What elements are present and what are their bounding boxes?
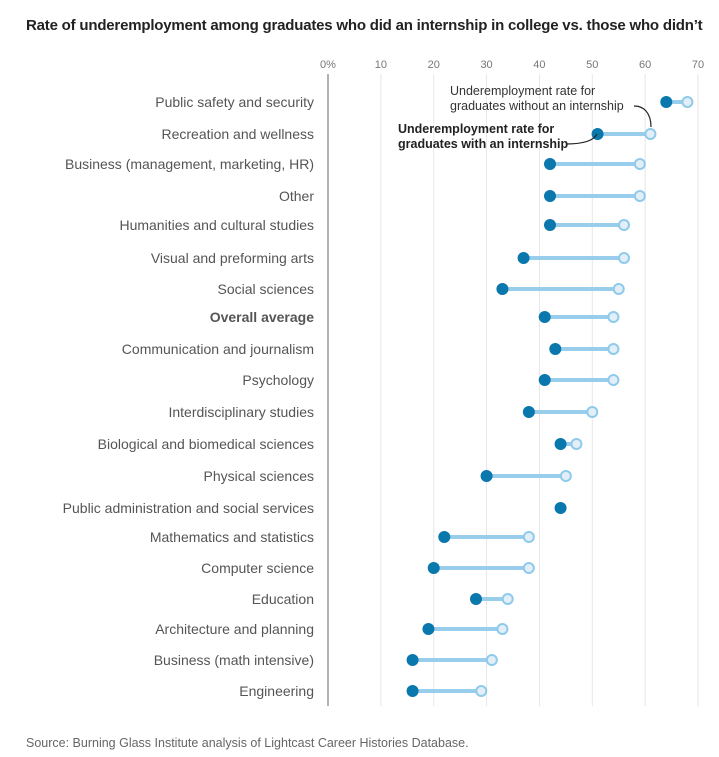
dot-without-internship xyxy=(496,623,509,635)
category-label: Computer science xyxy=(201,560,314,576)
dot-with-internship xyxy=(544,190,556,202)
x-tick-label: 30 xyxy=(480,59,492,71)
annotation-leader-line xyxy=(565,133,598,145)
dot-with-internship xyxy=(427,562,440,574)
source-note: Source: Burning Glass Institute analysis… xyxy=(26,736,469,750)
dot-without-internship xyxy=(475,685,488,697)
category-label: Communication and journalism xyxy=(122,341,314,357)
dot-without-internship xyxy=(612,283,625,295)
dot-without-internship xyxy=(607,374,620,386)
dot-with-internship xyxy=(406,685,419,697)
dot-without-internship xyxy=(607,311,620,323)
data-marks xyxy=(406,96,694,697)
x-tick-label: 10 xyxy=(375,59,387,71)
category-label: Engineering xyxy=(239,683,314,699)
dot-without-internship xyxy=(618,219,630,231)
annotation-without-internship: graduates without an internship xyxy=(450,99,624,113)
dot-with-internship xyxy=(438,531,451,543)
dot-without-internship xyxy=(586,406,599,418)
category-label: Physical sciences xyxy=(204,468,315,484)
dot-with-internship xyxy=(549,343,562,355)
annotation-with-internship: Underemployment rate for xyxy=(398,122,554,136)
category-label: Biological and biomedical sciences xyxy=(98,436,314,452)
category-label: Interdisciplinary studies xyxy=(168,404,314,420)
dot-without-internship xyxy=(633,158,646,170)
dot-with-internship xyxy=(538,311,551,323)
x-tick-label: 60 xyxy=(639,59,651,71)
category-label: Business (math intensive) xyxy=(154,652,314,668)
x-tick-label: 20 xyxy=(428,59,440,71)
category-label: Education xyxy=(252,591,314,607)
dot-without-internship xyxy=(522,562,535,574)
category-label: Social sciences xyxy=(218,281,315,297)
dot-without-internship xyxy=(485,654,498,666)
dot-with-internship xyxy=(554,438,567,450)
category-label: Humanities and cultural studies xyxy=(119,217,314,233)
dot-with-internship xyxy=(422,623,435,635)
dot-with-internship xyxy=(517,252,530,264)
category-label: Other xyxy=(279,188,314,204)
dot-without-internship xyxy=(522,531,535,543)
dot-without-internship xyxy=(559,470,572,482)
dot-with-internship xyxy=(522,406,535,418)
x-tick-label: 70 xyxy=(692,59,704,71)
dot-with-internship xyxy=(406,654,419,666)
category-label: Recreation and wellness xyxy=(161,126,314,142)
dot-without-internship xyxy=(501,593,514,605)
annotation-without-internship: Underemployment rate for xyxy=(450,84,595,98)
x-tick-label: 50 xyxy=(586,59,598,71)
x-axis-ticks: 0% 10 20 30 40 50 60 70 xyxy=(320,59,704,71)
category-label: Public administration and social service… xyxy=(63,500,314,516)
dot-with-internship xyxy=(496,283,509,295)
dot-without-internship xyxy=(618,252,630,264)
dot-without-internship xyxy=(607,343,620,355)
dot-with-internship xyxy=(554,502,567,514)
dot-without-internship xyxy=(644,128,657,140)
category-label: Overall average xyxy=(210,309,315,325)
chart-title: Rate of underemployment among graduates … xyxy=(26,17,703,34)
x-tick-label: 40 xyxy=(533,59,545,71)
dot-without-internship xyxy=(570,438,583,450)
dot-with-internship xyxy=(480,470,493,482)
dot-with-internship xyxy=(660,96,673,108)
category-labels: Public safety and security Recreation and… xyxy=(63,94,315,699)
category-label: Business (management, marketing, HR) xyxy=(65,156,314,172)
dot-with-internship xyxy=(544,219,556,231)
category-label: Visual and preforming arts xyxy=(151,250,314,266)
dot-without-internship xyxy=(633,190,646,202)
category-label: Public safety and security xyxy=(155,94,314,110)
annotation-leader-line xyxy=(633,105,652,128)
category-label: Architecture and planning xyxy=(155,621,314,637)
gridlines xyxy=(380,74,699,706)
dot-with-internship xyxy=(538,374,551,386)
category-label: Psychology xyxy=(242,372,314,388)
dot-with-internship xyxy=(544,158,556,170)
annotation-with-internship: graduates with an internship xyxy=(398,137,569,151)
dot-without-internship xyxy=(681,96,694,108)
category-label: Mathematics and statistics xyxy=(150,529,314,545)
dot-with-internship xyxy=(470,593,482,605)
x-tick-label: 0% xyxy=(320,59,336,71)
